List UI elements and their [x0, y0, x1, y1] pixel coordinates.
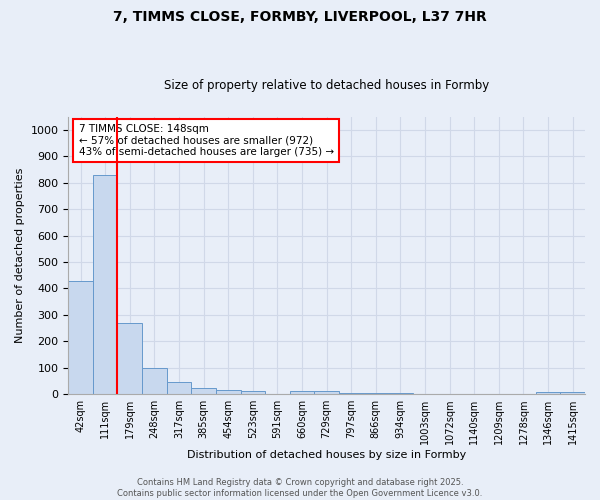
Bar: [167, 382, 191, 394]
Y-axis label: Number of detached properties: Number of detached properties: [15, 168, 25, 343]
X-axis label: Distribution of detached houses by size in Formby: Distribution of detached houses by size …: [187, 450, 466, 460]
Bar: [536, 392, 560, 394]
Bar: [364, 393, 388, 394]
Title: Size of property relative to detached houses in Formby: Size of property relative to detached ho…: [164, 79, 489, 92]
Bar: [290, 392, 314, 394]
Bar: [560, 392, 585, 394]
Bar: [241, 391, 265, 394]
Text: Contains HM Land Registry data © Crown copyright and database right 2025.
Contai: Contains HM Land Registry data © Crown c…: [118, 478, 482, 498]
Bar: [118, 323, 142, 394]
Bar: [339, 393, 364, 394]
Text: 7 TIMMS CLOSE: 148sqm
← 57% of detached houses are smaller (972)
43% of semi-det: 7 TIMMS CLOSE: 148sqm ← 57% of detached …: [79, 124, 334, 157]
Bar: [191, 388, 216, 394]
Bar: [314, 392, 339, 394]
Bar: [68, 280, 93, 394]
Bar: [216, 390, 241, 394]
Bar: [142, 368, 167, 394]
Text: 7, TIMMS CLOSE, FORMBY, LIVERPOOL, L37 7HR: 7, TIMMS CLOSE, FORMBY, LIVERPOOL, L37 7…: [113, 10, 487, 24]
Bar: [93, 175, 118, 394]
